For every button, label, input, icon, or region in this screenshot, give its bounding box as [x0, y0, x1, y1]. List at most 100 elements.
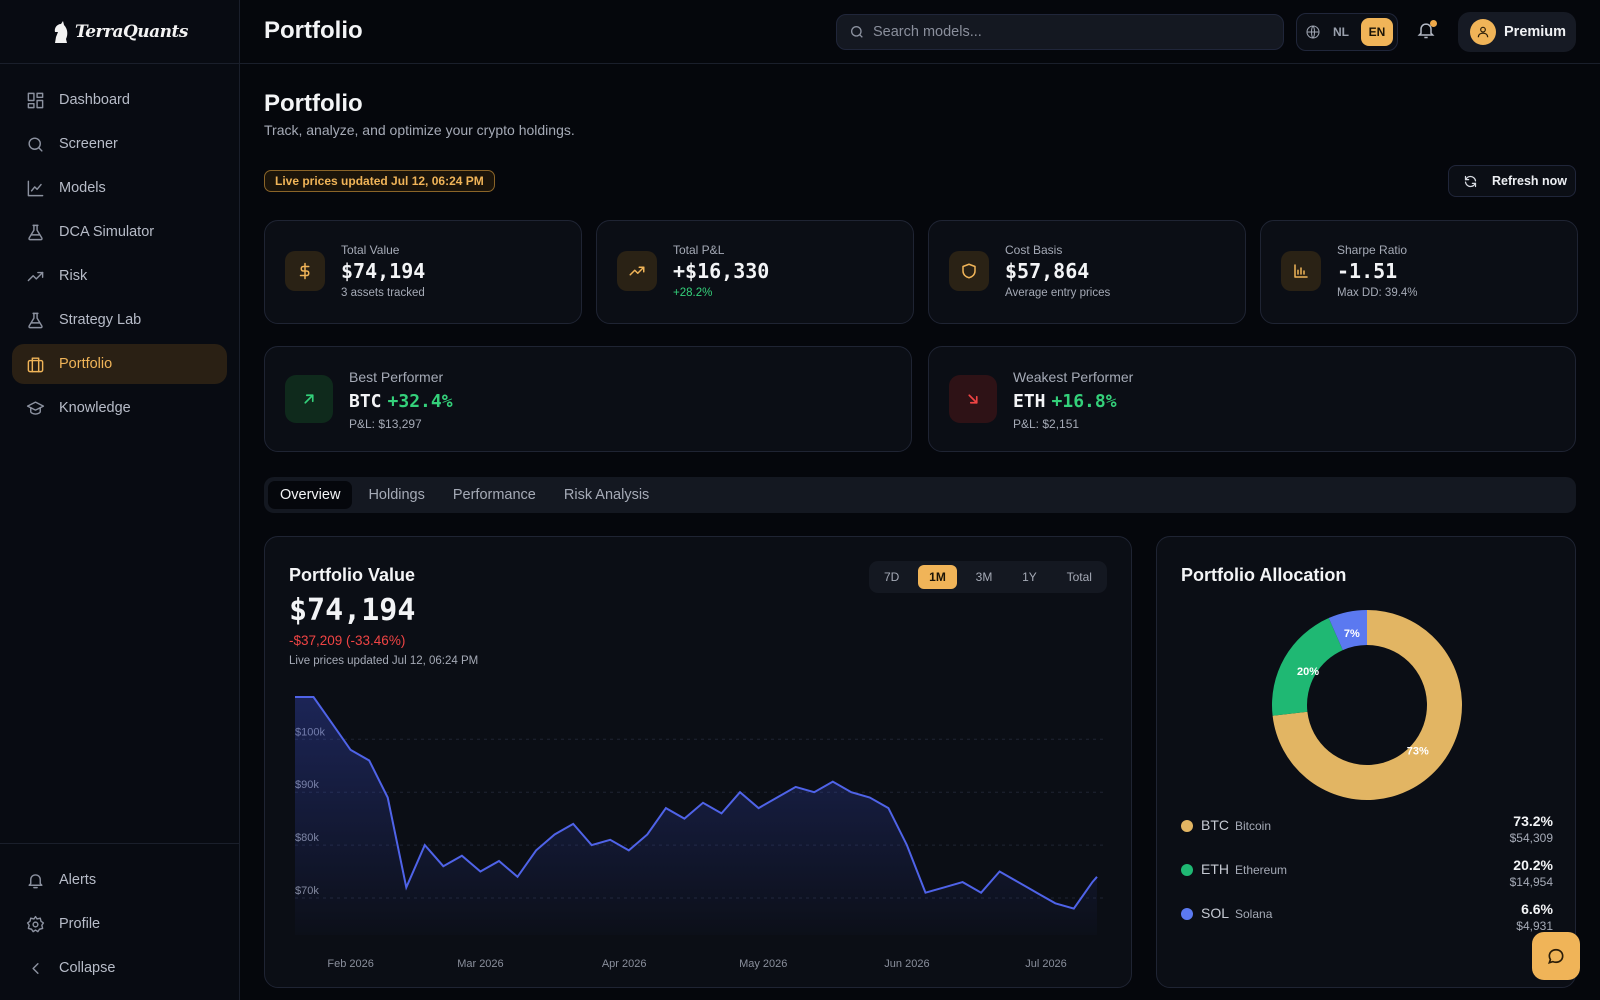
stat-value: $57,864 — [1005, 259, 1090, 283]
sidebar-item-label: Knowledge — [59, 400, 131, 416]
range-1y[interactable]: 1Y — [1022, 570, 1037, 584]
topbar-title: Portfolio — [264, 17, 363, 44]
worst-change: +16.8% — [1051, 391, 1117, 412]
weakest-performer-symbol: ETH +16.8% — [1013, 391, 1117, 412]
search-box[interactable] — [836, 14, 1284, 50]
donut-slice-btc[interactable] — [1272, 610, 1462, 800]
sidebar-item-portfolio[interactable]: Portfolio — [12, 344, 227, 384]
brand-logo[interactable]: TerraQuants — [0, 0, 239, 64]
legend-dot — [1181, 820, 1193, 832]
tab-risk-analysis[interactable]: Risk Analysis — [563, 487, 650, 503]
notifications-button[interactable] — [1416, 20, 1440, 44]
sidebar-item-label: Portfolio — [59, 356, 113, 372]
sidebar-item-knowledge[interactable]: Knowledge — [12, 388, 227, 428]
lang-nl-button[interactable]: NL — [1333, 25, 1349, 39]
x-tick-label: Apr 2026 — [602, 958, 647, 970]
sidebar-collapse-button[interactable]: Collapse — [12, 948, 228, 988]
best-performer-card: Best Performer BTC +32.4% P&L: $13,297 — [264, 346, 912, 452]
sidebar-item-label: Screener — [59, 136, 118, 152]
stat-sub: Average entry prices — [1005, 287, 1111, 299]
flask-icon — [28, 312, 43, 328]
chart-title: Portfolio Value — [289, 565, 416, 585]
range-7d[interactable]: 7D — [884, 570, 900, 584]
sidebar-item-screener[interactable]: Screener — [12, 124, 227, 164]
tab-overview[interactable]: Overview — [268, 481, 353, 509]
user-icon — [1477, 26, 1489, 38]
sidebar-nav: Dashboard Screener Models DCA Simulator … — [0, 64, 239, 428]
donut-slice-sol[interactable] — [1328, 610, 1367, 651]
legend-row-eth: ETH Ethereum 20.2% $14,954 — [1181, 857, 1553, 893]
donut-slice-eth[interactable] — [1272, 618, 1343, 716]
x-tick-label: Feb 2026 — [327, 958, 373, 970]
stat-label: Sharpe Ratio — [1337, 243, 1408, 257]
briefcase-icon — [27, 356, 44, 372]
range-1m[interactable]: 1M — [918, 565, 957, 589]
tab-holdings[interactable]: Holdings — [368, 487, 425, 503]
legend-symbol: SOL — [1201, 905, 1230, 921]
portfolio-allocation-card: Portfolio Allocation 73% 20% 7% BTC Bitcoi… — [1156, 536, 1576, 988]
stat-value: $74,194 — [341, 259, 426, 283]
sidebar-item-risk[interactable]: Risk — [12, 256, 227, 296]
legend-percent: 73.2% — [1513, 813, 1553, 829]
x-tick-label: Mar 2026 — [457, 958, 503, 970]
line-chart-icon — [27, 180, 44, 196]
x-tick-label: May 2026 — [739, 958, 787, 970]
range-3m[interactable]: 3M — [975, 570, 993, 584]
page-title: Portfolio — [264, 90, 363, 117]
chat-button[interactable] — [1532, 932, 1580, 980]
portfolio-value-card: Portfolio Value $74,194 -$37,209 (-33.46… — [264, 536, 1132, 988]
premium-account-button[interactable]: Premium — [1458, 12, 1576, 52]
sidebar-bottom: Alerts Profile Collapse — [0, 843, 240, 1000]
bell-icon — [28, 873, 43, 888]
sidebar-item-alerts[interactable]: Alerts — [12, 860, 228, 900]
bar-chart-icon — [1281, 251, 1321, 291]
sidebar-item-dashboard[interactable]: Dashboard — [12, 80, 227, 120]
sidebar-item-label: Collapse — [59, 960, 116, 976]
sidebar-item-dca-simulator[interactable]: DCA Simulator — [12, 212, 227, 252]
arrow-up-right-icon — [285, 375, 333, 423]
stat-sub: +28.2% — [673, 287, 713, 299]
worst-symbol: ETH — [1013, 391, 1046, 412]
legend-name: Ethereum — [1235, 863, 1288, 877]
notification-dot — [1430, 20, 1437, 27]
tab-performance[interactable]: Performance — [452, 487, 536, 503]
sidebar-item-label: Alerts — [59, 872, 97, 888]
allocation-donut-chart: 73% 20% 7% — [1272, 610, 1462, 800]
search-input[interactable] — [873, 24, 1253, 40]
sidebar-item-label: DCA Simulator — [59, 224, 155, 240]
donut-label: 73% — [1407, 745, 1429, 757]
stat-card-total-pnl: Total P&L +$16,330 +28.2% — [596, 220, 914, 324]
sidebar-item-label: Profile — [59, 916, 101, 932]
range-total[interactable]: Total — [1066, 570, 1092, 584]
stat-card-total-value: Total Value $74,194 3 assets tracked — [264, 220, 582, 324]
sidebar-item-strategy-lab[interactable]: Strategy Lab — [12, 300, 227, 340]
best-performer-label: Best Performer — [349, 369, 444, 385]
legend-percent: 20.2% — [1513, 857, 1553, 873]
stat-label: Total P&L — [673, 243, 725, 257]
avatar — [1470, 19, 1496, 45]
legend-symbol: ETH — [1201, 861, 1229, 877]
chevron-left-icon — [32, 962, 39, 974]
range-selector: 7D 1M 3M 1Y Total — [869, 561, 1107, 593]
premium-label: Premium — [1504, 24, 1567, 40]
legend-percent: 6.6% — [1521, 901, 1553, 917]
worst-pnl: P&L: $2,151 — [1013, 417, 1080, 431]
sidebar-item-profile[interactable]: Profile — [12, 904, 228, 944]
gear-icon — [26, 915, 45, 932]
sidebar-item-label: Dashboard — [59, 92, 130, 108]
sidebar-item-label: Strategy Lab — [59, 312, 142, 328]
legend-name: Bitcoin — [1235, 819, 1272, 833]
weakest-performer-card: Weakest Performer ETH +16.8% P&L: $2,151 — [928, 346, 1576, 452]
donut-label: 20% — [1297, 666, 1319, 678]
sidebar-item-label: Risk — [59, 268, 88, 284]
lang-en-button[interactable]: EN — [1361, 18, 1393, 46]
chart-area-fill — [295, 697, 1097, 935]
legend-row-sol: SOL Solana 6.6% $4,931 — [1181, 901, 1553, 937]
stat-label: Cost Basis — [1005, 243, 1063, 257]
chart-updated: Live prices updated Jul 12, 06:24 PM — [289, 655, 479, 667]
refresh-button[interactable]: Refresh now — [1448, 165, 1576, 197]
dollar-icon — [285, 251, 325, 291]
sidebar-item-models[interactable]: Models — [12, 168, 227, 208]
best-performer-symbol: BTC +32.4% — [349, 391, 453, 412]
